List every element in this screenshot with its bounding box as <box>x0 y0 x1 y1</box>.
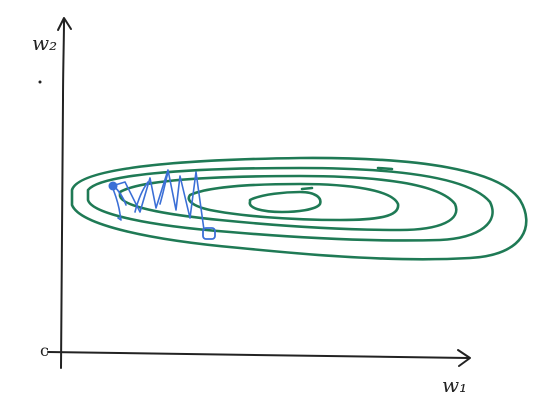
vertical-axis-arrowhead <box>57 17 72 31</box>
contour-tick-mark <box>300 166 394 191</box>
stray-dot <box>38 80 42 84</box>
contour-ring-3 <box>118 174 458 232</box>
vertical-axis-label: w₂ <box>32 31 57 55</box>
horizontal-axis <box>47 349 471 367</box>
contour-lines <box>70 156 528 261</box>
contour-ring-4 <box>187 182 400 222</box>
contour-ring-5 <box>248 190 322 214</box>
horizontal-axis-label: w₁ <box>442 373 467 397</box>
descent-end-marker <box>202 227 216 240</box>
contour-ring-2 <box>86 166 494 242</box>
descent-start-dot <box>108 181 118 191</box>
horizontal-axis-arrowhead <box>457 349 471 367</box>
descent-path <box>108 169 216 240</box>
contour-ring-1 <box>70 156 528 261</box>
horizontal-axis-line <box>47 351 469 359</box>
vertical-axis-line <box>60 19 65 369</box>
origin-mark: c <box>40 341 49 360</box>
vertical-axis <box>57 17 72 369</box>
